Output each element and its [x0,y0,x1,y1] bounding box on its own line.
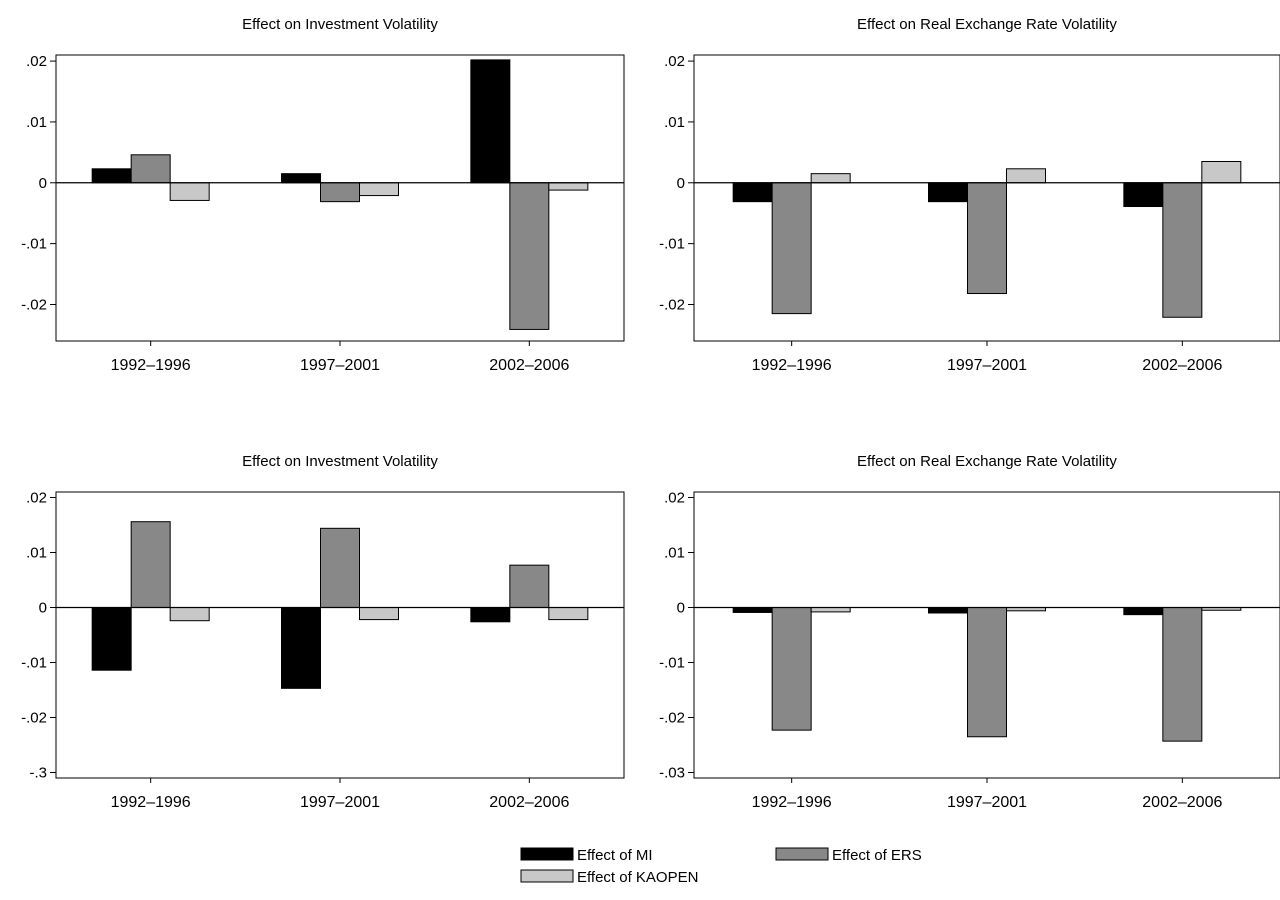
legend: Effect of MI Effect of ERS Effect of KAOPE… [520,847,922,886]
bar-ers [771,182,812,315]
x-category-label: 2002–2006 [489,357,569,374]
y-tick-label: -.02 [659,710,685,727]
bar-mi [1123,607,1164,616]
legend-swatch-2 [775,847,829,861]
chart-panel-3: Effect on Investment Volatility .02 .01 0 -.… [21,453,625,811]
chart-panel-1: Effect on Investment Volatility .02 .01 0 -.… [21,16,625,374]
chart-title: Effect on Investment Volatility [242,16,438,33]
bar-kaopen [810,173,851,184]
y-tick-label: 0 [39,175,47,192]
bar-kaopen [1006,168,1046,184]
y-tick-label: .01 [26,114,47,131]
x-category-label: 1997–2001 [300,357,380,374]
bar-kaopen [169,607,210,622]
x-category-label: 1992–1996 [111,357,191,374]
x-category-label: 1997–2001 [947,794,1027,811]
bar-ers [509,182,550,330]
chart-title: Effect on Real Exchange Rate Volatility [857,453,1117,470]
y-tick-label: .01 [26,545,47,562]
y-tick-label: -.3 [29,765,47,782]
bar-ers [509,564,550,609]
bar-mi [928,182,968,203]
bar-mi [91,607,132,671]
bar-mi [281,607,321,689]
bar-kaopen [359,182,399,197]
y-tick-label: -.01 [21,236,47,253]
y-tick-label: -.01 [21,655,47,672]
y-tick-label: 0 [39,600,47,617]
x-category-label: 1997–2001 [300,794,380,811]
bar-mi [281,173,321,184]
bar-kaopen [1201,160,1242,184]
bar-ers [1162,182,1203,318]
x-category-label: 2002–2006 [1142,794,1222,811]
y-tick-label: -.01 [659,236,685,253]
bar-ers [967,182,1007,295]
chart-panel-2: Effect on Real Exchange Rate Volatility.… [659,16,1280,374]
bar-mi [91,168,132,184]
bar-mi [470,607,511,623]
legend-swatch-3 [520,869,574,883]
chart-panel-4: Effect on Real Exchange Rate Volatility.… [659,453,1280,811]
y-tick-label: -.02 [659,296,685,313]
y-tick-label: 0 [677,175,685,192]
bar-ers [1162,607,1203,742]
y-tick-label: .02 [664,490,685,507]
y-tick-label: .02 [664,53,685,70]
x-category-label: 2002–2006 [489,794,569,811]
y-tick-label: .01 [664,545,685,562]
x-category-label: 2002–2006 [1142,357,1222,374]
bar-mi [1123,182,1164,208]
chart-title: Effect on Investment Volatility [242,453,438,470]
bar-ers [771,607,812,731]
y-tick-label: -.02 [21,710,47,727]
legend-swatch-1 [520,847,574,861]
x-category-label: 1992–1996 [752,794,832,811]
legend-label: Effect of MI [577,847,653,864]
legend-label: Effect of KAOPEN [577,869,698,886]
x-category-label: 1992–1996 [111,794,191,811]
bar-mi [928,607,968,614]
bar-mi [470,59,511,184]
legend-label: Effect of ERS [832,847,922,864]
x-category-label: 1997–2001 [947,357,1027,374]
bar-ers [130,521,171,609]
y-tick-label: -.01 [659,655,685,672]
bar-ers [130,154,171,184]
bar-ers [320,527,360,608]
y-tick-label: 0 [677,600,685,617]
y-tick-label: -.03 [659,765,685,782]
y-tick-label: .02 [26,490,47,507]
bar-ers [320,182,360,203]
bar-kaopen [548,182,589,191]
bar-kaopen [169,182,210,201]
bar-ers [967,607,1007,738]
bar-kaopen [359,607,399,621]
chart-title: Effect on Real Exchange Rate Volatility [857,16,1117,33]
bar-kaopen [810,607,851,613]
y-tick-label: .01 [664,114,685,131]
bar-kaopen [548,607,589,621]
bar-mi [732,607,773,613]
y-tick-label: -.02 [21,296,47,313]
y-tick-label: .02 [26,53,47,70]
bar-mi [732,182,773,203]
x-category-label: 1992–1996 [752,357,832,374]
